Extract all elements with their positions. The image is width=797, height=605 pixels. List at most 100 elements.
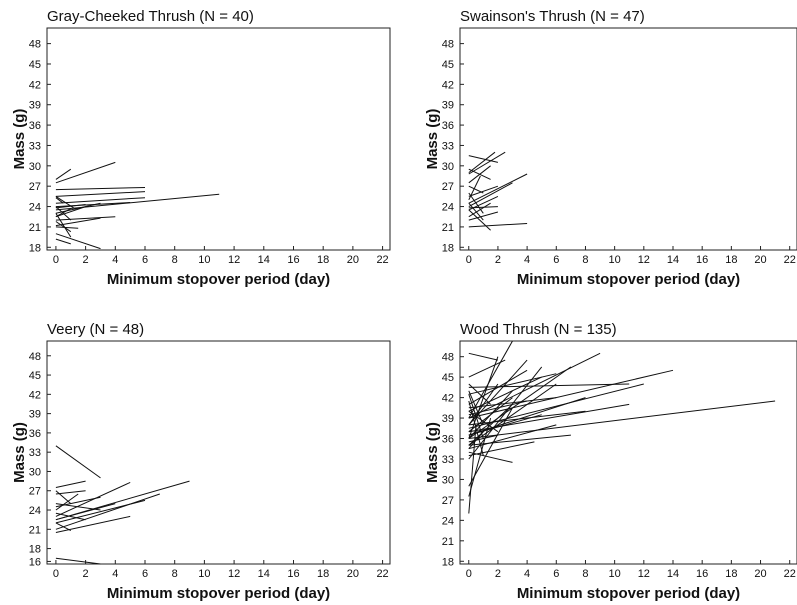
y-tick-label: 48: [29, 351, 41, 363]
x-tick-label: 8: [172, 568, 178, 580]
plot-frame: [459, 27, 797, 251]
y-tick-label: 48: [29, 39, 41, 51]
y-axis-label: Mass (g): [11, 422, 28, 483]
series-line-16: [55, 493, 79, 511]
series-line-6: [468, 352, 601, 419]
series-line-1: [468, 400, 776, 439]
x-tick-label: 16: [696, 254, 708, 266]
x-tick-label: 4: [524, 254, 530, 266]
series-line-6: [55, 499, 146, 524]
y-tick-label: 48: [442, 39, 454, 51]
y-tick-label: 42: [442, 79, 454, 91]
y-tick-label: 39: [29, 100, 41, 112]
series-line-37: [468, 441, 535, 457]
y-tick-label: 21: [29, 524, 41, 536]
series-line-9: [468, 202, 491, 218]
panel-title: Veery (N = 48): [47, 321, 144, 338]
series-line-18: [468, 211, 499, 221]
series-line-26: [468, 397, 557, 409]
y-tick-label: 36: [29, 120, 41, 132]
x-tick-label: 10: [609, 254, 621, 266]
y-tick-label: 33: [29, 140, 41, 152]
x-axis-label: Minimum stopover period (day): [517, 585, 740, 602]
series-line-21: [468, 417, 492, 497]
y-tick-label: 45: [29, 59, 41, 71]
x-axis-label: Minimum stopover period (day): [107, 585, 330, 602]
y-tick-label: 39: [29, 409, 41, 421]
series-line-14: [55, 503, 101, 511]
y-tick-label: 42: [29, 389, 41, 401]
y-tick-label: 21: [29, 222, 41, 234]
x-tick-label: 4: [112, 254, 118, 266]
series-line-4: [55, 191, 146, 197]
x-tick-label: 8: [582, 254, 588, 266]
x-tick-label: 12: [228, 568, 240, 580]
series-line-1: [55, 445, 101, 479]
plot-frame: [459, 340, 797, 565]
chart-panel-1: Gray-Cheeked Thrush (N = 40)0 2 4 6 8 10 12 14 1…: [11, 8, 391, 288]
series-line-33: [468, 410, 586, 426]
series-line-5: [468, 173, 528, 204]
y-tick-label: 27: [442, 181, 454, 193]
series-line-4: [55, 481, 131, 517]
x-tick-label: 2: [83, 254, 89, 266]
series-line-2: [55, 480, 86, 488]
series-line-3: [55, 187, 146, 191]
series-line-36: [468, 390, 513, 439]
series-line-15: [55, 557, 101, 565]
x-tick-label: 0: [466, 254, 472, 266]
chart-panel-4: Wood Thrush (N = 135)0 2 4 6 8 10 12 14 16 18 20 22…: [424, 321, 797, 602]
x-tick-label: 16: [696, 568, 708, 580]
series-line-5: [55, 493, 160, 530]
x-tick-label: 14: [667, 568, 679, 580]
y-axis-label: Mass (g): [424, 109, 441, 170]
series-line-25: [468, 383, 491, 405]
series-line-2: [55, 168, 72, 180]
series-line-15: [468, 185, 484, 194]
series-line-6: [55, 197, 146, 204]
y-tick-label: 33: [442, 454, 454, 466]
series-line-7: [55, 515, 131, 533]
plot-frame: [46, 340, 391, 565]
series-line-18: [55, 221, 72, 233]
series-line-15: [55, 213, 72, 238]
chart-panel-3: Veery (N = 48)0 2 4 6 8 10 12 14 16 18 20 221821242…: [11, 321, 391, 602]
series-line-9: [55, 206, 86, 218]
x-tick-label: 12: [228, 254, 240, 266]
x-tick-label: 0: [466, 568, 472, 580]
series-line-18: [468, 434, 571, 446]
series-line-1: [55, 161, 116, 184]
series-line-10: [55, 490, 86, 495]
y-tick-label: 24: [29, 202, 41, 214]
y-tick-label: 30: [29, 161, 41, 173]
x-tick-label: 14: [667, 254, 679, 266]
x-tick-label: 0: [53, 568, 59, 580]
x-tick-label: 18: [317, 254, 329, 266]
y-tick-label: 24: [442, 515, 454, 527]
x-tick-label: 6: [553, 254, 559, 266]
series-line-16: [468, 175, 481, 201]
y-tick-label: 42: [29, 79, 41, 91]
x-tick-label: 14: [258, 568, 270, 580]
y-axis-label: Mass (g): [11, 109, 28, 170]
series-line-21: [55, 197, 64, 204]
series-line-16: [55, 233, 101, 250]
series-line-38: [468, 410, 499, 433]
series-line-31: [468, 373, 557, 395]
series-line-8: [55, 202, 101, 214]
x-tick-label: 14: [258, 254, 270, 266]
series-line-20: [55, 208, 72, 218]
plot-frame: [46, 27, 391, 251]
series-line-8: [468, 397, 586, 436]
x-tick-label: 6: [142, 568, 148, 580]
y-tick-label: 18: [29, 544, 41, 556]
y-tick-label: 42: [442, 393, 454, 405]
y-tick-label: 33: [29, 447, 41, 459]
x-tick-label: 20: [347, 254, 359, 266]
x-axis-label: Minimum stopover period (day): [107, 271, 330, 288]
x-tick-label: 18: [317, 568, 329, 580]
y-tick-label: 18: [442, 242, 454, 254]
series-line-17: [55, 238, 71, 245]
series-line-10: [468, 192, 484, 214]
